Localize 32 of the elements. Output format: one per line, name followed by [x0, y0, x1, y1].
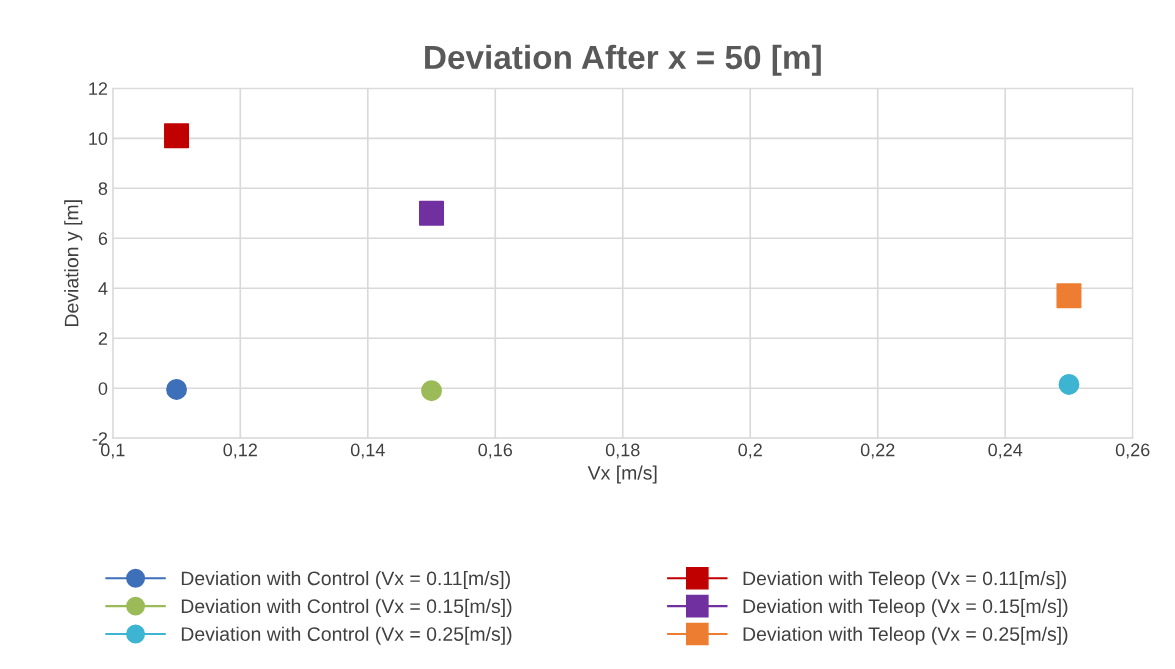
y-tick-label: 10: [89, 132, 108, 146]
point: [421, 380, 442, 402]
x-tick-label: 0,1: [100, 443, 125, 459]
y-tick-label: 4: [98, 282, 108, 295]
x-tick-label: 0,24: [988, 443, 1023, 459]
y-tick-label: 0: [98, 382, 108, 395]
x-axis-title: Vx [m/s]: [587, 465, 657, 484]
point: [419, 200, 445, 226]
y-tick-label: 12: [89, 82, 108, 95]
y-tick-label: 8: [98, 182, 108, 195]
x-tick-label: 0,22: [860, 443, 895, 459]
x-tick-label: 0,18: [605, 443, 640, 459]
y-axis-title: Deviation y [m]: [64, 200, 83, 326]
x-tick-label: 0,12: [223, 443, 257, 459]
point: [164, 123, 190, 149]
legend-label: Deviation with Teleop (Vx = 0.15[m/s]): [743, 598, 1068, 617]
chart-title: Deviation After x = 50 [m]: [425, 44, 821, 76]
x-tick-label: 0,14: [350, 443, 385, 459]
point: [1058, 374, 1080, 395]
y-tick-label: -2: [92, 432, 108, 445]
legend-label: Deviation with Teleop (Vx = 0.11[m/s]): [743, 570, 1066, 590]
legend-label: Deviation with Control (Vx = 0.25[m/s]): [181, 626, 512, 645]
legend-label: Deviation with Teleop (Vx = 0.25[m/s]): [743, 626, 1068, 645]
x-tick-label: 0,26: [1115, 443, 1150, 459]
y-tick-label: 6: [98, 232, 108, 245]
point: [1056, 283, 1082, 309]
y-tick-label: 2: [98, 332, 108, 345]
legend-label: Deviation with Control (Vx = 0.11[m/s]): [181, 570, 510, 590]
legend-label: Deviation with Control (Vx = 0.15[m/s]): [181, 598, 512, 617]
point: [166, 379, 187, 400]
x-tick-label: 0,2: [738, 443, 762, 459]
x-tick-label: 0,16: [478, 443, 513, 459]
